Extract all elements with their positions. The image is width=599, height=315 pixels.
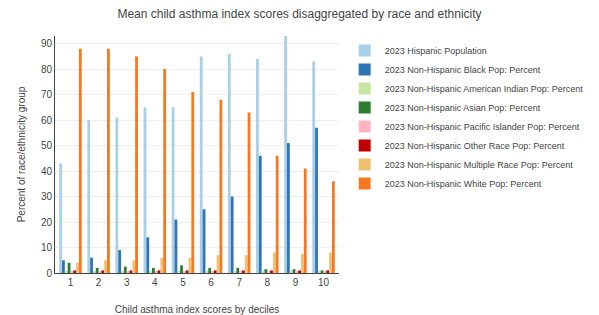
svg-text:10: 10 bbox=[318, 277, 330, 288]
svg-text:70: 70 bbox=[41, 89, 53, 100]
svg-text:40: 40 bbox=[41, 166, 53, 177]
svg-text:Mean child asthma index scores: Mean child asthma index scores disaggreg… bbox=[117, 7, 481, 21]
svg-text:2: 2 bbox=[96, 277, 102, 288]
svg-text:2023 Non-Hispanic Asian Pop: P: 2023 Non-Hispanic Asian Pop: Percent bbox=[385, 103, 541, 113]
svg-text:9: 9 bbox=[293, 277, 299, 288]
svg-text:6: 6 bbox=[208, 277, 214, 288]
svg-text:0: 0 bbox=[46, 268, 52, 279]
svg-text:50: 50 bbox=[41, 140, 53, 151]
svg-text:2023 Non-Hispanic White Pop: P: 2023 Non-Hispanic White Pop: Percent bbox=[385, 179, 542, 189]
svg-text:2023 Non-Hispanic Pacific Isla: 2023 Non-Hispanic Pacific Islander Pop: … bbox=[385, 122, 580, 132]
svg-text:20: 20 bbox=[41, 217, 53, 228]
svg-text:7: 7 bbox=[236, 277, 242, 288]
svg-text:60: 60 bbox=[41, 115, 53, 126]
svg-text:2023 Non-Hispanic American Ind: 2023 Non-Hispanic American Indian Pop: P… bbox=[385, 84, 584, 94]
svg-text:4: 4 bbox=[152, 277, 158, 288]
svg-text:30: 30 bbox=[41, 191, 53, 202]
svg-text:3: 3 bbox=[124, 277, 130, 288]
svg-text:2023 Non-Hispanic Multiple Rac: 2023 Non-Hispanic Multiple Race Pop: Per… bbox=[385, 160, 574, 170]
svg-text:Child asthma index scores by d: Child asthma index scores by deciles bbox=[115, 304, 280, 315]
svg-text:Percent of race/ethnicity grou: Percent of race/ethnicity group bbox=[16, 86, 27, 222]
svg-text:1: 1 bbox=[68, 277, 74, 288]
svg-text:5: 5 bbox=[180, 277, 186, 288]
svg-text:2023 Non-Hispanic Black Pop: P: 2023 Non-Hispanic Black Pop: Percent bbox=[385, 65, 541, 75]
svg-text:8: 8 bbox=[265, 277, 271, 288]
svg-text:10: 10 bbox=[41, 242, 53, 253]
svg-text:90: 90 bbox=[41, 38, 53, 49]
svg-text:2023 Non-Hispanic Other Race P: 2023 Non-Hispanic Other Race Pop: Percen… bbox=[385, 141, 565, 151]
svg-text:2023 Hispanic Population: 2023 Hispanic Population bbox=[385, 46, 487, 56]
svg-text:80: 80 bbox=[41, 64, 53, 75]
